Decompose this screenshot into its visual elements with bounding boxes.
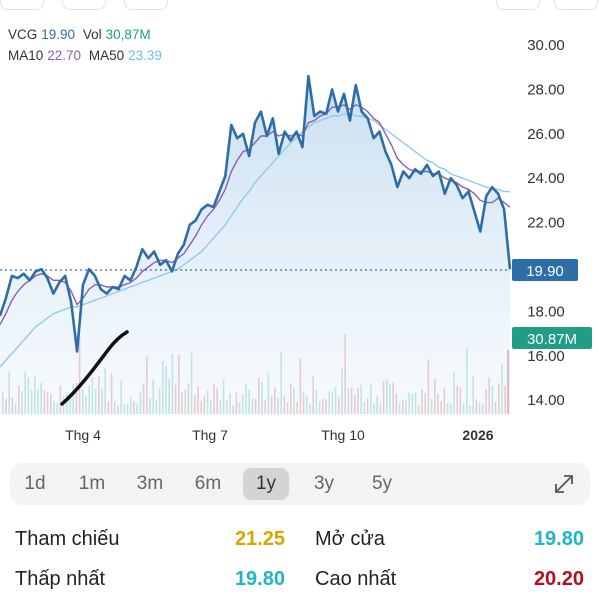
low-label: Thấp nhất xyxy=(15,568,106,590)
y-tick-label: 22.00 xyxy=(527,215,565,232)
period-6m[interactable]: 6m xyxy=(194,473,222,494)
low-value: 19.80 xyxy=(234,568,285,590)
y-tick-label: 16.00 xyxy=(527,348,565,365)
y-tick-label: 26.00 xyxy=(527,126,565,143)
ticker-price: 19.90 xyxy=(41,27,76,42)
y-axis: 30.00 28.00 26.00 24.00 22.00 18.00 16.00 14.00 xyxy=(527,37,565,409)
x-tick-label: Thg 7 xyxy=(192,427,228,443)
legend-row-1: VCG 19.90 Vol 30,87M xyxy=(8,27,155,42)
period-1d[interactable]: 1d xyxy=(24,473,46,494)
volume-badge: 30.87M xyxy=(512,327,592,349)
svg-text:19.90: 19.90 xyxy=(526,263,564,280)
top-toolbar xyxy=(0,0,600,14)
svg-text:30.87M: 30.87M xyxy=(527,331,577,348)
price-area-fill xyxy=(0,76,510,415)
open-value: 19.80 xyxy=(533,528,584,550)
y-tick-label: 30.00 xyxy=(527,37,565,54)
period-1m[interactable]: 1m xyxy=(78,473,106,494)
price-badge: 19.90 xyxy=(512,259,578,281)
vol-label: Vol xyxy=(82,27,102,42)
x-tick-label: Thg 10 xyxy=(321,427,365,443)
price-chart[interactable]: 30.00 28.00 26.00 24.00 22.00 18.00 16.00 14.00… xyxy=(0,0,600,450)
ref-label: Tham chiếu xyxy=(15,528,120,550)
hand-drawn-stroke xyxy=(60,330,129,406)
period-3y[interactable]: 3y xyxy=(313,473,335,494)
y-tick-label: 18.00 xyxy=(527,303,565,320)
expand-icon[interactable] xyxy=(550,470,578,498)
ma10-label: MA10 xyxy=(8,48,44,63)
ma10-value: 22.70 xyxy=(47,48,82,63)
ma50-line xyxy=(0,113,511,368)
open-label: Mở cửa xyxy=(315,528,385,550)
ma10-line xyxy=(0,104,511,326)
high-label: Cao nhất xyxy=(315,568,397,590)
price-line xyxy=(0,74,512,353)
y-tick-label: 14.00 xyxy=(527,392,565,409)
period-1y[interactable]: 1y xyxy=(243,468,289,500)
x-tick-label: 2026 xyxy=(462,427,493,443)
x-tick-label: Thg 4 xyxy=(65,427,101,443)
period-5y[interactable]: 5y xyxy=(371,473,393,494)
vol-value: 30,87M xyxy=(105,27,151,42)
ma50-label: MA50 xyxy=(88,48,125,63)
legend-row-2: MA10 22.70 MA50 23.39 xyxy=(8,48,166,63)
period-selector: 1d 1m 3m 6m 1y 3y 5y xyxy=(10,463,590,505)
period-3m[interactable]: 3m xyxy=(136,473,164,494)
y-tick-label: 28.00 xyxy=(527,81,565,98)
x-axis: Thg 4 Thg 7 Thg 10 2026 xyxy=(65,427,494,443)
y-tick-label: 24.00 xyxy=(527,170,565,187)
ma50-value: 23.39 xyxy=(128,48,162,63)
ticker-label: VCG xyxy=(8,27,38,42)
ref-value: 21.25 xyxy=(234,528,285,550)
high-value: 20.20 xyxy=(533,568,584,590)
